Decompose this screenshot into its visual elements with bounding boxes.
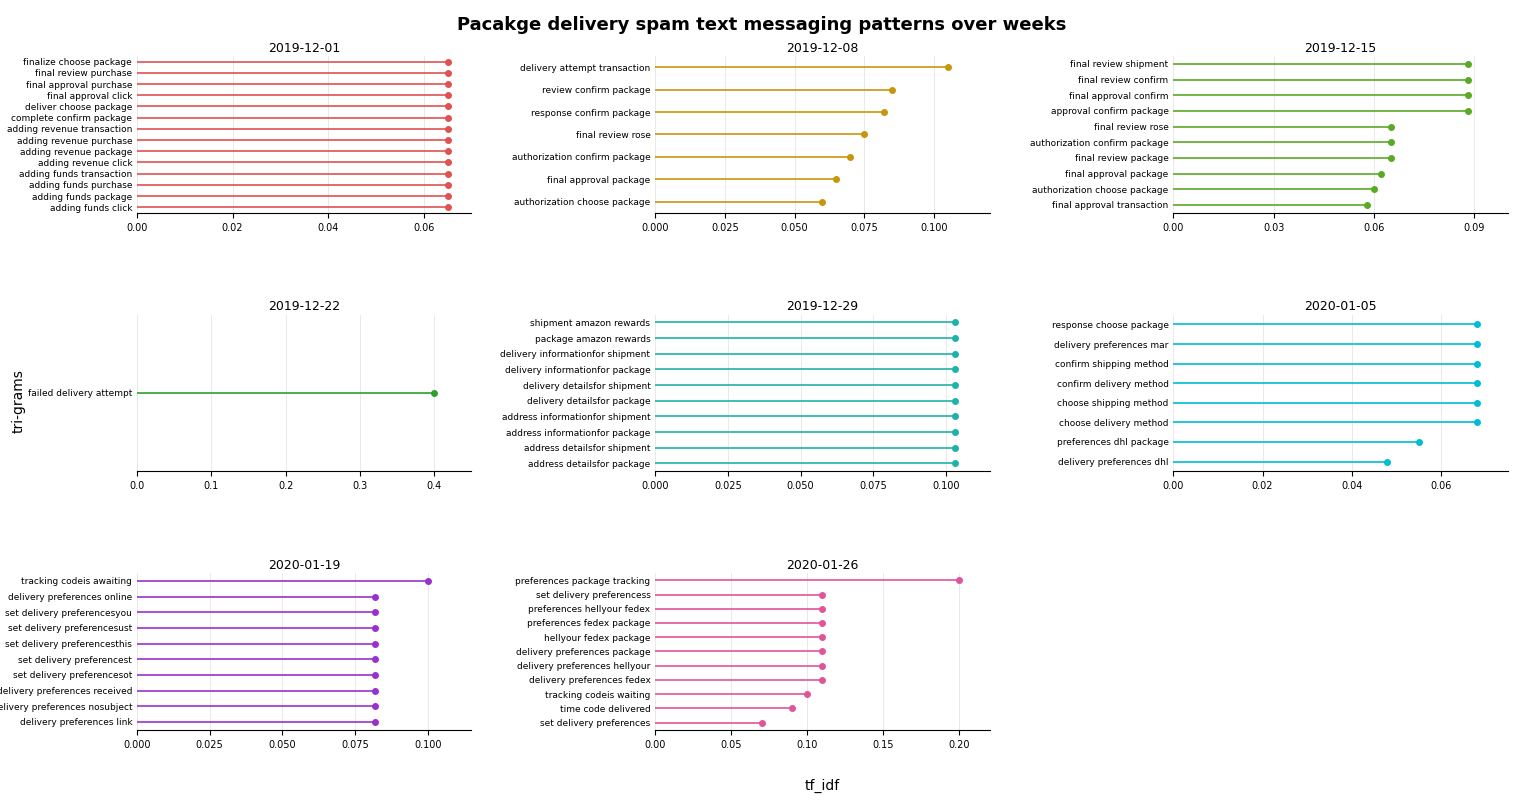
Title: 2019-12-08: 2019-12-08 bbox=[786, 42, 859, 55]
Title: 2020-01-26: 2020-01-26 bbox=[786, 559, 859, 572]
Title: 2019-12-22: 2019-12-22 bbox=[268, 301, 340, 314]
Title: 2019-12-01: 2019-12-01 bbox=[268, 42, 340, 55]
Text: Pacakge delivery spam text messaging patterns over weeks: Pacakge delivery spam text messaging pat… bbox=[457, 16, 1066, 34]
Title: 2019-12-15: 2019-12-15 bbox=[1305, 42, 1377, 55]
Title: 2020-01-05: 2020-01-05 bbox=[1304, 301, 1377, 314]
Title: 2020-01-19: 2020-01-19 bbox=[268, 559, 341, 572]
Text: tri-grams: tri-grams bbox=[11, 369, 26, 433]
Text: tf_idf: tf_idf bbox=[804, 779, 841, 793]
Title: 2019-12-29: 2019-12-29 bbox=[786, 301, 859, 314]
